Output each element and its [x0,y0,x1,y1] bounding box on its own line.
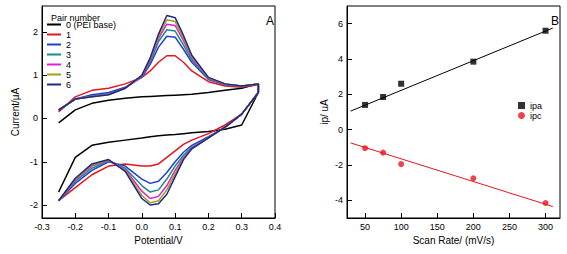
svg-text:0.4: 0.4 [269,222,282,232]
svg-text:0.0: 0.0 [136,222,149,232]
svg-text:Scan Rate/ (mV/s): Scan Rate/ (mV/s) [413,235,495,246]
svg-text:-0.1: -0.1 [101,222,117,232]
svg-text:100: 100 [394,222,409,232]
svg-text:300: 300 [538,222,553,232]
svg-text:4: 4 [66,60,71,70]
svg-text:0.3: 0.3 [235,222,248,232]
svg-text:A: A [266,14,274,28]
svg-text:2: 2 [33,27,38,37]
svg-text:Pair number: Pair number [51,13,100,23]
svg-text:ipa: ipa [530,101,542,111]
svg-text:0.1: 0.1 [169,222,182,232]
svg-text:6: 6 [66,80,71,90]
svg-text:0 (PEI base): 0 (PEI base) [66,19,116,30]
svg-text:-0.3: -0.3 [34,222,50,232]
svg-text:Potential/V: Potential/V [134,235,183,246]
svg-text:B: B [551,14,559,28]
svg-text:-1: -1 [30,157,38,167]
svg-text:2: 2 [338,89,343,99]
svg-text:0.2: 0.2 [202,222,215,232]
svg-text:4: 4 [338,54,343,64]
svg-text:2: 2 [66,40,71,50]
svg-text:1: 1 [33,70,38,80]
svg-text:ipc: ipc [530,111,542,121]
svg-text:-2: -2 [335,160,343,170]
svg-text:1: 1 [66,30,71,40]
svg-text:-0.2: -0.2 [68,222,84,232]
svg-text:-4: -4 [335,195,343,205]
svg-text:50: 50 [360,222,370,232]
svg-text:-2: -2 [30,200,38,210]
svg-text:Current/μA: Current/μA [10,87,21,136]
svg-text:0: 0 [338,125,343,135]
svg-text:5: 5 [66,70,71,80]
svg-text:0: 0 [33,113,38,123]
svg-text:150: 150 [430,222,445,232]
svg-text:ip/ uA: ip/ uA [319,99,330,125]
svg-text:6: 6 [338,19,343,29]
svg-text:3: 3 [66,50,71,60]
svg-text:200: 200 [466,222,481,232]
svg-text:250: 250 [502,222,517,232]
